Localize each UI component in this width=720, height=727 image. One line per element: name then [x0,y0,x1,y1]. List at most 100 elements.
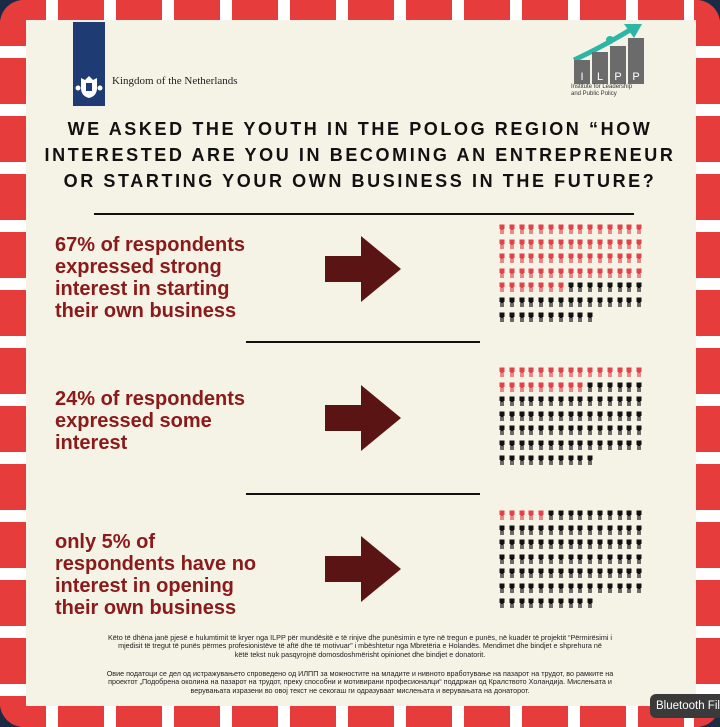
person-icon [607,520,613,535]
person-icon-interested [548,249,554,264]
bluetooth-notification[interactable]: Bluetooth Fil [650,694,720,718]
person-icon-interested [617,263,623,278]
person-icon [617,406,623,421]
person-icon-interested [617,234,623,249]
person-icon-interested [597,220,603,234]
person-icon [548,549,554,564]
person-icon-interested [617,249,623,264]
person-icon [499,450,505,465]
person-icon-interested [597,249,603,264]
person-icon [636,549,642,564]
person-icon-interested [558,220,564,234]
person-icon [597,436,603,450]
person-icon [548,535,554,550]
person-icon [519,293,525,307]
footer-macedonian: Овие податоци се дел од истражувањето сп… [40,669,680,695]
person-icon [548,421,554,436]
person-icon-interested [538,220,544,234]
person-icon [607,406,613,421]
stat-line: expressed strong [55,256,222,278]
person-icon-interested [499,220,505,234]
person-icon-interested [519,278,525,293]
person-icon [617,564,623,579]
person-icon [577,520,583,535]
person-icon [558,520,564,535]
stat-line: 24% of respondents [55,388,246,410]
person-icon [509,436,515,450]
person-icon [636,506,642,520]
person-icon [558,293,564,307]
person-icon-interested [587,263,593,278]
netherlands-label: Kingdom of the Netherlands [112,75,238,87]
person-icon [558,506,564,520]
person-icon [538,421,544,436]
person-icon [626,392,632,407]
person-icon [499,535,505,550]
person-icon [617,293,623,307]
person-icon [636,520,642,535]
person-icon-interested [587,363,593,377]
person-icon-interested [509,377,515,392]
person-icon [577,549,583,564]
person-icon [626,421,632,436]
person-icon [597,549,603,564]
person-icon [607,564,613,579]
person-icon [617,549,623,564]
person-icon [577,392,583,407]
person-icon [558,549,564,564]
arrow-right-icon [325,236,401,302]
person-icon [617,579,623,593]
stat-strong-interest: 67% of respondents expressed strong inte… [55,234,245,322]
person-icon-interested [558,363,564,377]
person-icon [617,535,623,550]
person-icon-interested [499,249,505,264]
stat-line: their own business [55,300,237,322]
person-icon-interested [607,263,613,278]
person-icon-interested [519,506,525,520]
ilpp-name-line: Institute for Leadership [571,84,633,90]
person-icon [607,549,613,564]
person-icon-interested [528,377,534,392]
person-icon [519,450,525,465]
person-icon-interested [528,234,534,249]
person-icon-interested [558,249,564,264]
person-icon [636,535,642,550]
person-icon-interested [607,249,613,264]
footer-line: Овие податоци се дел од истражувањето сп… [106,669,614,678]
person-icon [636,377,642,392]
stat-line: interest in starting [55,278,230,300]
person-icon-interested [499,278,505,293]
person-icon [626,377,632,392]
person-icon [626,278,632,293]
survey-question-title: WE ASKED THE YOUTH IN THE POLOG REGION “… [40,116,680,194]
person-icon [607,421,613,436]
person-icon-interested [509,363,515,377]
person-icon-interested [607,220,613,234]
person-icon-interested [597,363,603,377]
person-icon [587,593,593,608]
title-line: WE ASKED THE YOUTH IN THE POLOG REGION “… [67,119,653,139]
person-icon [499,520,505,535]
person-icon [617,506,623,520]
person-icon-interested [597,263,603,278]
person-icon [577,506,583,520]
person-icon [577,406,583,421]
footer-albanian: Këto të dhëna janë pjesë e hulumtimit të… [40,633,680,659]
person-icon [538,450,544,465]
person-icon [607,278,613,293]
person-icon [568,421,574,436]
person-icon [577,436,583,450]
person-icon [587,392,593,407]
stat-line: interest [55,432,128,454]
person-icon [617,392,623,407]
person-icon [528,564,534,579]
person-icon-interested [538,506,544,520]
footer-line: mjedisit të tregut të punës përmes profe… [118,641,602,651]
person-icon [626,549,632,564]
person-icon [568,535,574,550]
person-icon [558,307,564,322]
person-icon [597,579,603,593]
person-icon [587,421,593,436]
person-icon [568,278,574,293]
person-icon [548,564,554,579]
